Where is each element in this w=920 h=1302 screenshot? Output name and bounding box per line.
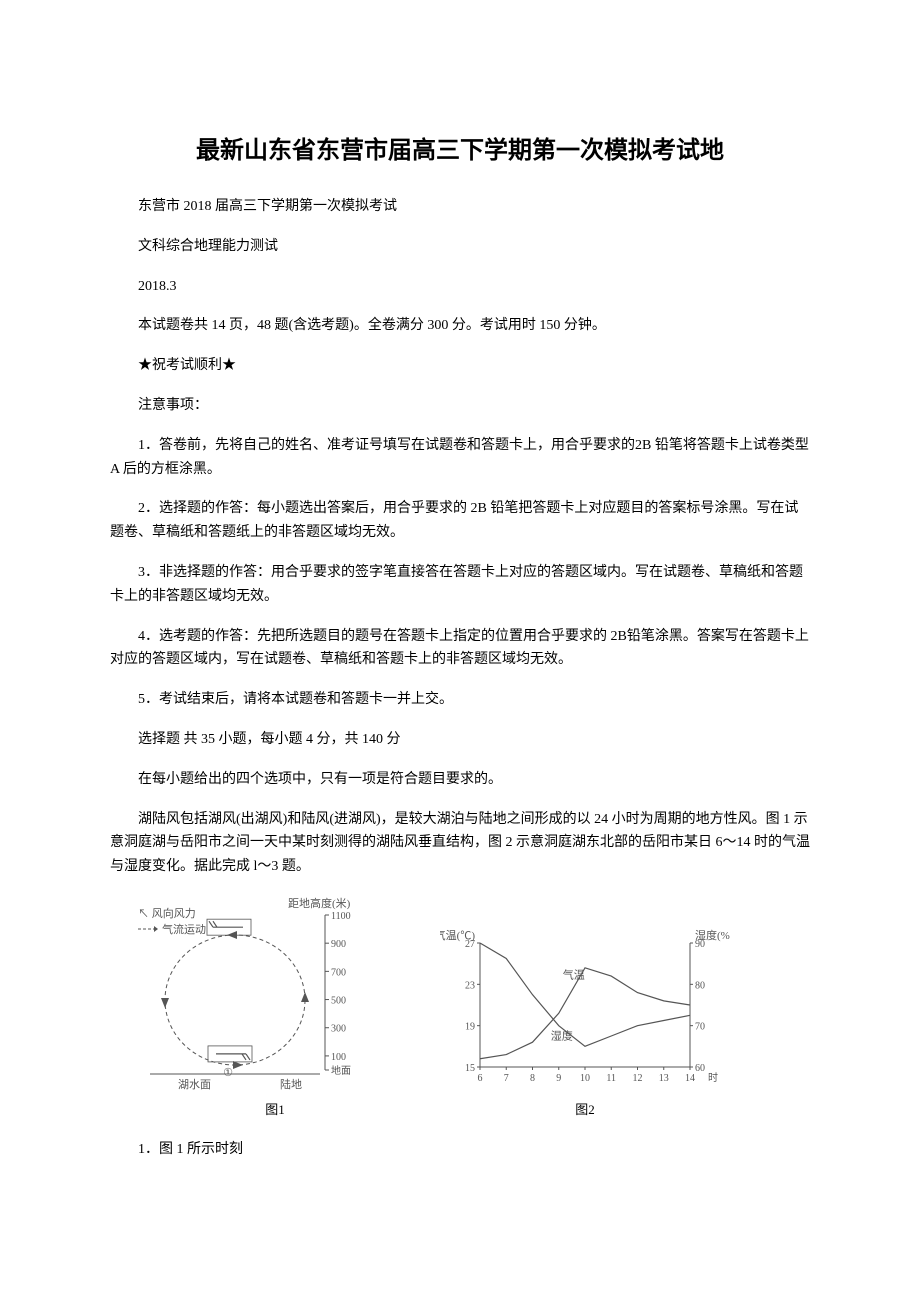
- svg-text:27: 27: [465, 939, 475, 950]
- svg-text:100: 100: [331, 1052, 346, 1063]
- svg-text:15: 15: [465, 1063, 475, 1074]
- svg-text:9: 9: [556, 1073, 561, 1084]
- svg-text:500: 500: [331, 995, 346, 1006]
- svg-text:13: 13: [659, 1073, 669, 1084]
- svg-text:300: 300: [331, 1024, 346, 1035]
- svg-text:地面: 地面: [331, 1064, 351, 1077]
- note-1: 1．答卷前，先将自己的姓名、准考证号填写在试题卷和答题卡上，用合乎要求的2B 铅…: [110, 434, 810, 482]
- figure-2-chart: 气温(℃)湿度(%)151923276070809067891011121314…: [440, 925, 730, 1095]
- svg-text:14: 14: [685, 1073, 695, 1084]
- good-luck: ★祝考试顺利★: [110, 354, 810, 378]
- svg-text:900: 900: [331, 939, 346, 950]
- svg-text:6: 6: [478, 1073, 483, 1084]
- subtitle-1: 东营市 2018 届高三下学期第一次模拟考试: [110, 195, 810, 219]
- svg-text:80: 80: [695, 980, 705, 991]
- figures-container: ↖ 风向风力气流运动 距地高度(米)1100 900 700 500 300 100地面 ①湖…: [130, 895, 810, 1118]
- svg-text:①: ①: [223, 1067, 233, 1079]
- svg-text:700: 700: [331, 967, 346, 978]
- svg-text:时: 时: [708, 1072, 718, 1084]
- figure-2-caption: 图2: [575, 1099, 595, 1118]
- svg-text:↖ 风向风力: ↖ 风向风力: [138, 906, 196, 920]
- question-1: 1．图 1 所示时刻: [110, 1138, 810, 1162]
- svg-text:23: 23: [465, 980, 475, 991]
- figure-2-box: 气温(℃)湿度(%)151923276070809067891011121314…: [440, 925, 730, 1118]
- svg-text:陆地: 陆地: [280, 1077, 302, 1091]
- svg-text:7: 7: [504, 1073, 509, 1084]
- notes-heading: 注意事项：: [110, 394, 810, 418]
- svg-text:气流运动: 气流运动: [162, 922, 206, 936]
- figure-1-caption: 图1: [265, 1099, 285, 1118]
- svg-text:湖水面: 湖水面: [178, 1078, 211, 1091]
- exam-info: 本试题卷共 14 页，48 题(含选考题)。全卷满分 300 分。考试用时 15…: [110, 314, 810, 338]
- choice-instruction: 在每小题给出的四个选项中，只有一项是符合题目要求的。: [110, 768, 810, 792]
- svg-text:距地高度(米): 距地高度(米): [288, 896, 351, 910]
- document-title: 最新山东省东营市届高三下学期第一次模拟考试地: [110, 130, 810, 165]
- svg-text:60: 60: [695, 1063, 705, 1074]
- subtitle-2: 文科综合地理能力测试: [110, 235, 810, 259]
- svg-text:11: 11: [606, 1073, 616, 1084]
- svg-text:90: 90: [695, 939, 705, 950]
- note-5: 5．考试结束后，请将本试题卷和答题卡一并上交。: [110, 688, 810, 712]
- svg-text:10: 10: [580, 1073, 590, 1084]
- svg-text:湿度: 湿度: [551, 1029, 573, 1043]
- svg-text:70: 70: [695, 1022, 705, 1033]
- date: 2018.3: [110, 275, 810, 299]
- section-choice: 选择题 共 35 小题，每小题 4 分，共 140 分: [110, 728, 810, 752]
- note-3: 3．非选择题的作答：用合乎要求的签字笔直接答在答题卡上对应的答题区域内。写在试题…: [110, 561, 810, 609]
- figure-1-diagram: ↖ 风向风力气流运动 距地高度(米)1100 900 700 500 300 100地面 ①湖…: [130, 895, 420, 1095]
- svg-text:12: 12: [633, 1073, 643, 1084]
- note-4: 4．选考题的作答：先把所选题目的题号在答题卡上指定的位置用合乎要求的 2B铅笔涂…: [110, 625, 810, 673]
- svg-text:8: 8: [530, 1073, 535, 1084]
- figure-1-box: ↖ 风向风力气流运动 距地高度(米)1100 900 700 500 300 100地面 ①湖…: [130, 895, 420, 1118]
- svg-text:19: 19: [465, 1022, 475, 1033]
- question-stem: 湖陆风包括湖风(出湖风)和陆风(进湖风)，是较大湖泊与陆地之间形成的以 24 小…: [110, 808, 810, 879]
- note-2: 2．选择题的作答：每小题选出答案后，用合乎要求的 2B 铅笔把答题卡上对应题目的…: [110, 497, 810, 545]
- svg-text:1100: 1100: [331, 911, 351, 922]
